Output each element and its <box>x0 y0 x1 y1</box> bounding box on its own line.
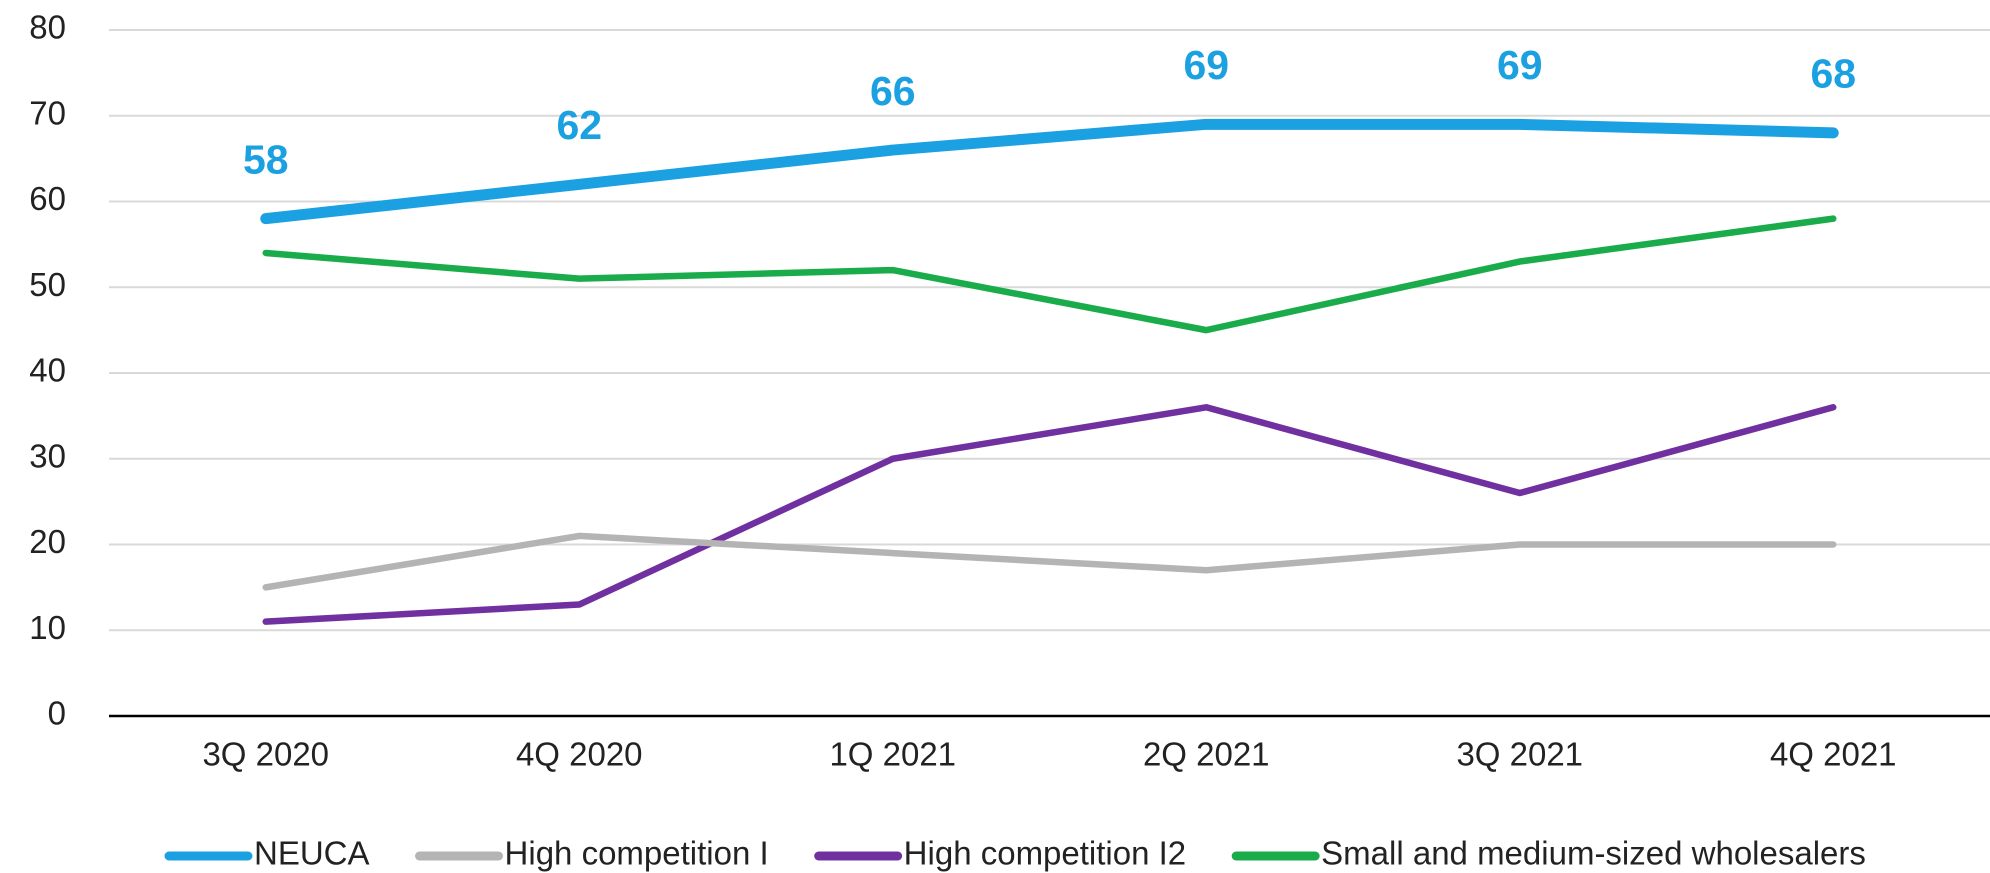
series-line <box>262 532 1837 591</box>
data-label: 68 <box>1810 51 1856 97</box>
series-line <box>262 404 1837 625</box>
x-tick-label: 1Q 2021 <box>829 736 956 773</box>
y-tick-label: 50 <box>29 266 66 303</box>
legend-label: Small and medium-sized wholesalers <box>1321 835 1866 872</box>
x-tick-label: 4Q 2021 <box>1770 736 1897 773</box>
data-label: 62 <box>556 102 602 148</box>
y-tick-label: 70 <box>29 94 66 131</box>
data-label: 69 <box>1183 42 1229 88</box>
y-tick-label: 10 <box>29 609 66 646</box>
x-tick-label: 3Q 2021 <box>1456 736 1583 773</box>
data-label: 58 <box>243 136 289 182</box>
legend-label: High competition I <box>505 835 769 872</box>
series-line <box>262 215 1837 334</box>
x-tick-label: 2Q 2021 <box>1143 736 1270 773</box>
legend-label: NEUCA <box>254 835 370 872</box>
y-tick-label: 40 <box>29 352 66 389</box>
y-tick-label: 60 <box>29 180 66 217</box>
data-label: 69 <box>1497 42 1543 88</box>
x-tick-label: 4Q 2020 <box>516 736 643 773</box>
series-line <box>260 118 1839 225</box>
legend-label: High competition I2 <box>904 835 1186 872</box>
y-tick-label: 30 <box>29 437 66 474</box>
y-tick-label: 80 <box>29 9 66 46</box>
y-tick-label: 0 <box>48 695 66 732</box>
y-tick-label: 20 <box>29 523 66 560</box>
data-label: 66 <box>870 68 916 114</box>
x-tick-label: 3Q 2020 <box>202 736 329 773</box>
